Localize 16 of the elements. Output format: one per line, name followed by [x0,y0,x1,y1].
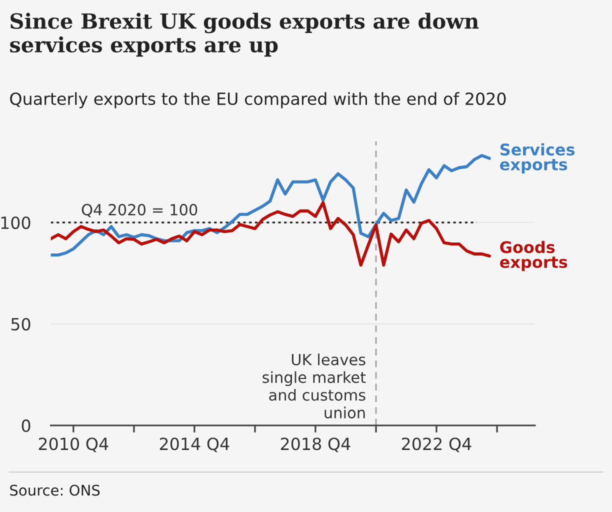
source-note: Source: ONS [10,484,100,496]
chart-subtitle: Quarterly exports to the EU compared with the end of 2020 [10,92,506,108]
ref-line-label: Q4 2020 = 100 [82,204,198,218]
y-tick-label: 100 [1,216,30,230]
line-series [50,201,491,267]
x-tick-label: 2018 Q4 [280,438,350,452]
series-label: Services exports [500,143,574,174]
y-tick-label: 50 [11,318,30,331]
line-series [50,154,491,257]
series-label: Goods exports [500,240,568,272]
x-tick-label: 2022 Q4 [402,438,472,452]
ref-line-label: UK leaves single market and customs union [262,354,366,418]
chart-title: Since Brexit UK goods exports are down services exports are up [10,12,479,57]
x-tick-label: 2014 Q4 [160,438,230,452]
y-tick-label: 0 [22,419,30,432]
x-tick-label: 2010 Q4 [38,438,108,452]
